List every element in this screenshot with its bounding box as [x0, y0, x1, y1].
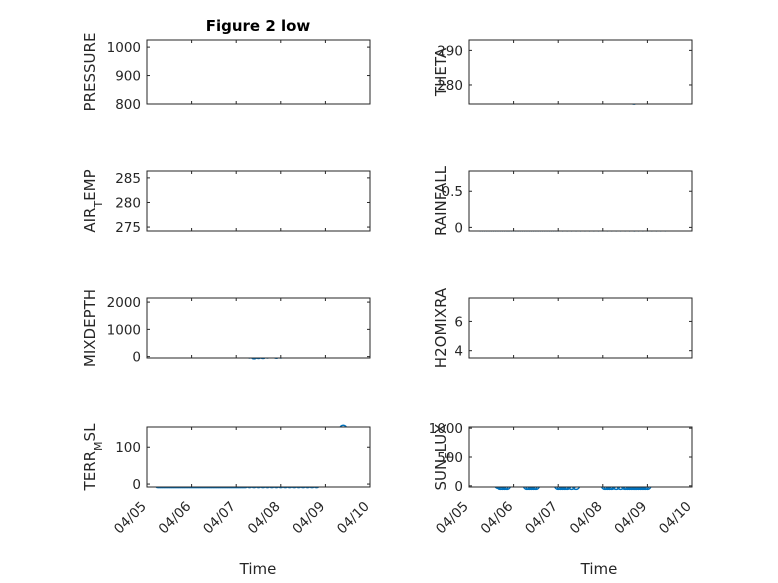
x-tick-label: 04/08 [567, 499, 606, 538]
axes-frame [146, 297, 371, 359]
y-tick-label: 285 [115, 171, 141, 187]
y-axis-label: PRESSURE [81, 33, 99, 112]
y-tick-label: 500 [437, 450, 463, 466]
y-tick-label: 0.5 [442, 184, 463, 200]
axes-frame [468, 297, 693, 359]
y-tick-label: 280 [115, 195, 141, 211]
x-tick-label: 04/08 [245, 499, 284, 538]
y-tick-label: 0 [454, 479, 463, 495]
y-tick-label: 2000 [107, 295, 141, 311]
figure-title: Figure 2 low [206, 17, 311, 35]
x-tick-label: 04/07 [522, 499, 561, 538]
y-tick-label: 0 [132, 350, 141, 366]
subplot-5: 0 1000 2000 MIXDEPTH [81, 289, 371, 367]
y-axis-label: RAINFALL [432, 165, 450, 236]
y-tick-label: 0 [454, 220, 463, 236]
y-axis-label: THETA [432, 47, 450, 97]
y-tick-label: 4 [454, 344, 463, 360]
axes-frame [468, 170, 693, 232]
subplot-1: 800 900 1000 PRESSURE [81, 33, 371, 113]
x-tick-label: 04/06 [478, 499, 517, 538]
y-tick-label: 1000 [107, 40, 141, 56]
subplot-3: 275 280 285 AIRTEMP [81, 169, 371, 236]
xlabel-right: Time [580, 560, 618, 578]
subplot-7: 0 100 04/05 04/06 04/07 04/08 04/09 04/10 TERRMS… [81, 423, 373, 537]
y-tick-label: 900 [115, 69, 141, 85]
x-tick-label: 04/10 [334, 499, 373, 538]
xlabel-left: Time [239, 560, 277, 578]
y-axis-label: MIXDEPTH [81, 289, 99, 367]
y-axis-label: TERRMSL [81, 423, 105, 492]
x-tick-label: 04/09 [611, 499, 650, 538]
x-tick-label: 04/05 [433, 499, 472, 538]
y-axis-label: SUNFLUX [432, 424, 456, 491]
y-tick-label: 290 [437, 43, 463, 59]
x-tick-label: 04/05 [111, 499, 150, 538]
axes-frame [468, 39, 693, 105]
y-tick-label: 0 [132, 477, 141, 493]
y-tick-label: 1000 [107, 322, 141, 338]
y-tick-label: 6 [454, 314, 463, 330]
axes-frame [146, 170, 371, 232]
axes-frame [146, 39, 371, 105]
subplot-8: 0 500 1000 04/05 04/06 04/07 04/08 04/09 04/10 SU… [429, 421, 695, 537]
x-tick-label: 04/09 [289, 499, 328, 538]
y-axis-label: AIRTEMP [81, 169, 105, 232]
y-tick-label: 275 [115, 220, 141, 236]
y-tick-label: 1000 [429, 421, 463, 437]
axes-frame [468, 426, 693, 488]
axes-frame [146, 426, 371, 488]
y-tick-label: 100 [115, 440, 141, 456]
y-tick-label: 280 [437, 78, 463, 94]
x-tick-label: 04/07 [200, 499, 239, 538]
y-axis-label: H2OMIXRA [432, 287, 450, 368]
y-tick-label: 800 [115, 97, 141, 113]
x-tick-label: 04/06 [156, 499, 195, 538]
x-tick-label: 04/10 [656, 499, 695, 538]
